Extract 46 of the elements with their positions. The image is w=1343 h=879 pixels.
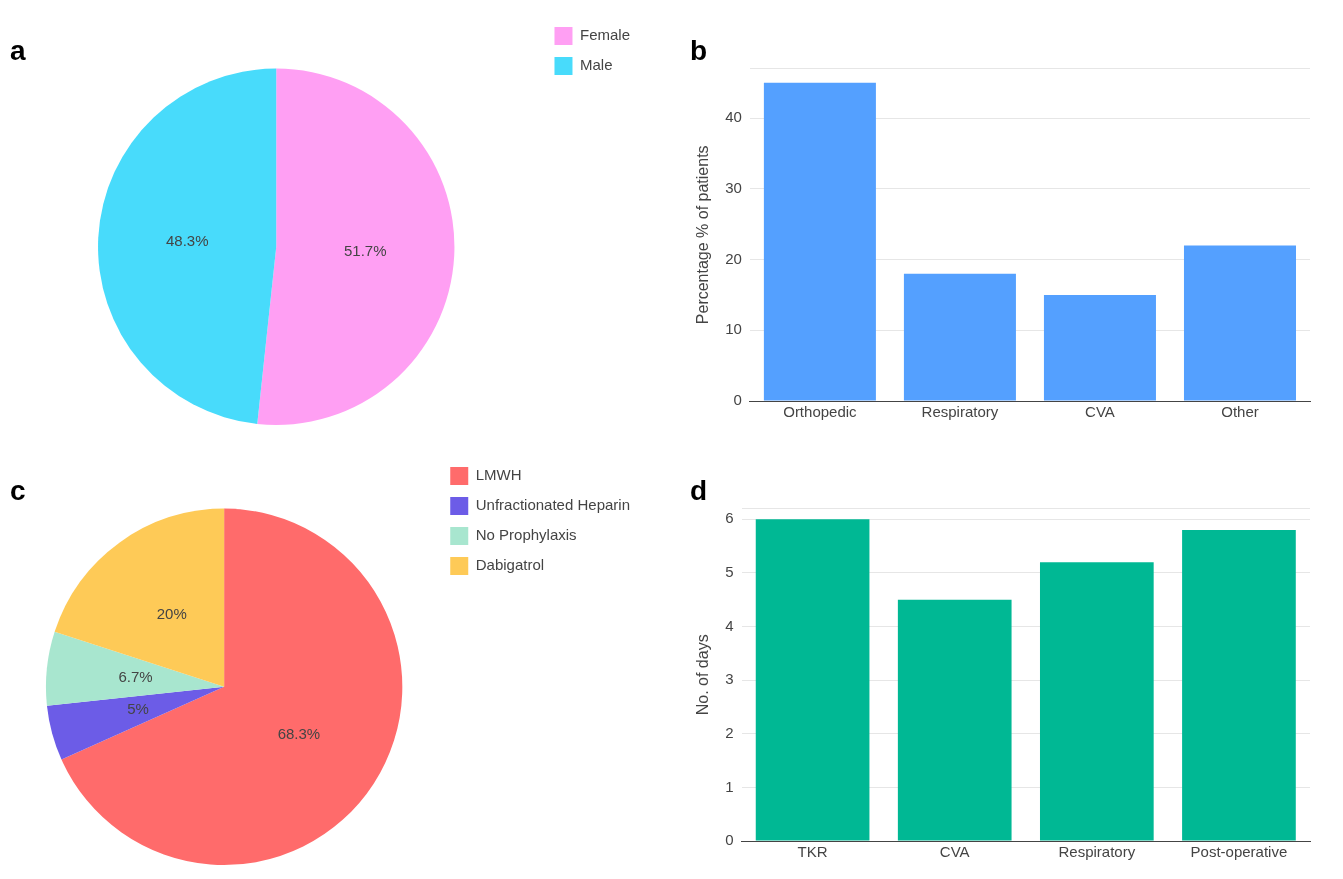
x-tick-label: Post-operative bbox=[1190, 843, 1288, 861]
data-label: 6.7% bbox=[118, 667, 153, 685]
y-axis-title: No. of days bbox=[694, 634, 712, 716]
y-tick-label: 6 bbox=[725, 509, 734, 527]
bar bbox=[763, 82, 876, 401]
y-tick-label: 4 bbox=[725, 616, 734, 634]
bar bbox=[903, 273, 1016, 401]
x-tick-label: TKR bbox=[797, 843, 828, 861]
x-tick-label: CVA bbox=[939, 843, 970, 861]
x-tick-label: Other bbox=[1221, 403, 1259, 421]
y-tick-label: 1 bbox=[725, 777, 734, 795]
legend-label: LMWH bbox=[475, 466, 522, 484]
data-label: 68.3% bbox=[277, 725, 321, 743]
y-tick-label: 0 bbox=[725, 831, 734, 849]
bar bbox=[1043, 294, 1156, 401]
legend-label: Dabigatrol bbox=[475, 556, 545, 574]
y-tick-label: 2 bbox=[725, 723, 734, 741]
chart-title: c bbox=[10, 474, 26, 506]
data-label: 51.7% bbox=[343, 241, 387, 259]
y-tick-label: 20 bbox=[725, 249, 742, 267]
chart-title: d bbox=[690, 474, 708, 506]
bar bbox=[1182, 530, 1296, 841]
bar bbox=[755, 519, 870, 841]
bar bbox=[897, 599, 1012, 841]
y-tick-label: 30 bbox=[725, 178, 742, 196]
y-axis-title: Percentage % of patients bbox=[694, 145, 712, 325]
data-label: 48.3% bbox=[166, 232, 209, 250]
y-tick-label: 40 bbox=[725, 108, 742, 126]
legend-label: No Prophylaxis bbox=[475, 526, 577, 544]
data-label: 20% bbox=[156, 604, 187, 622]
chart-title: b bbox=[690, 34, 708, 66]
y-tick-label: 5 bbox=[725, 563, 734, 581]
x-tick-label: CVA bbox=[1085, 403, 1115, 421]
bar bbox=[1039, 562, 1154, 841]
legend-label: Female bbox=[579, 26, 631, 44]
bar bbox=[1183, 245, 1296, 401]
x-tick-label: Respiratory bbox=[1058, 843, 1136, 861]
chart-title: a bbox=[10, 34, 26, 66]
y-tick-label: 3 bbox=[725, 670, 734, 688]
data-label: 5% bbox=[127, 700, 149, 718]
legend-label: Male bbox=[579, 56, 613, 74]
x-tick-label: Orthopedic bbox=[783, 403, 858, 421]
legend-label: Unfractionated Heparin bbox=[475, 496, 631, 514]
y-tick-label: 0 bbox=[733, 391, 742, 409]
x-tick-label: Respiratory bbox=[921, 403, 999, 421]
y-tick-label: 10 bbox=[725, 320, 742, 338]
